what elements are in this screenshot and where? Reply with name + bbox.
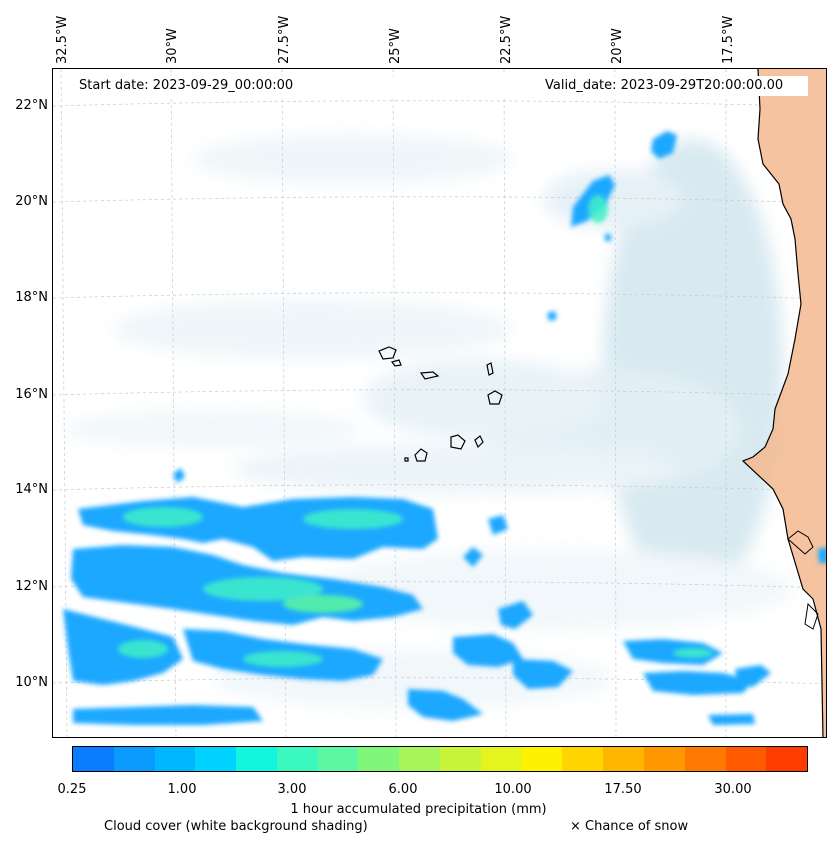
map-canvas <box>53 69 826 737</box>
cape-verde-islands <box>378 346 503 462</box>
lat-label-10n: 10°N <box>15 675 48 690</box>
lon-label-25w: 25°W <box>388 28 403 64</box>
colorbar-tick-4: 10.00 <box>494 782 532 797</box>
precipitation-colorbar <box>72 746 808 772</box>
colorbar-segment-5 <box>276 747 318 771</box>
lat-label-16n: 16°N <box>15 387 48 402</box>
colorbar-tick-5: 17.50 <box>604 782 642 797</box>
colorbar-segment-3 <box>195 747 237 771</box>
lat-label-12n: 12°N <box>15 579 48 594</box>
precipitation-cores <box>118 195 713 667</box>
lon-label-32-5w: 32.5°W <box>55 15 70 64</box>
map-panel[interactable] <box>52 68 827 738</box>
africa-landmass <box>741 69 826 737</box>
lon-label-22-5w: 22.5°W <box>499 15 514 64</box>
colorbar-tick-1: 1.00 <box>167 782 197 797</box>
colorbar-segment-14 <box>643 747 685 771</box>
colorbar-segment-9 <box>440 747 481 771</box>
start-date-label: Start date: 2023-09-29_00:00:00 <box>79 78 294 93</box>
colorbar-segment-4 <box>236 747 277 771</box>
colorbar-label: 1 hour accumulated precipitation (mm) <box>290 802 547 817</box>
lon-label-27-5w: 27.5°W <box>277 15 292 64</box>
valid-date-label: Valid_date: 2023-09-29T20:00:00.00 <box>545 78 784 93</box>
lat-label-14n: 14°N <box>15 482 48 497</box>
cloud-cover-layer <box>63 134 793 709</box>
colorbar-segment-0 <box>73 747 114 771</box>
colorbar-segment-6 <box>317 747 359 771</box>
lon-label-20w: 20°W <box>610 28 625 64</box>
lon-label-17-5w: 17.5°W <box>721 15 736 64</box>
colorbar-segment-16 <box>725 747 767 771</box>
snow-legend: × Chance of snow <box>570 819 689 834</box>
colorbar-segment-13 <box>603 747 644 771</box>
colorbar-segment-12 <box>562 747 604 771</box>
colorbar-tick-0: 0.25 <box>57 782 87 797</box>
lat-label-20n: 20°N <box>15 194 48 209</box>
date-strip <box>70 76 808 96</box>
colorbar-segment-8 <box>399 747 441 771</box>
colorbar-segment-1 <box>113 747 155 771</box>
lat-label-18n: 18°N <box>15 290 48 305</box>
lat-label-22n: 22°N <box>15 98 48 113</box>
colorbar-segment-15 <box>684 747 726 771</box>
colorbar-segment-7 <box>358 747 400 771</box>
colorbar-segment-11 <box>521 747 563 771</box>
colorbar-tick-3: 6.00 <box>388 782 418 797</box>
colorbar-segment-10 <box>480 747 522 771</box>
colorbar-tick-2: 3.00 <box>277 782 307 797</box>
colorbar-segment-17 <box>766 747 808 771</box>
colorbar-tick-6: 30.00 <box>714 782 752 797</box>
cloud-cover-note: Cloud cover (white background shading) <box>104 819 368 834</box>
colorbar-segment-2 <box>154 747 196 771</box>
lon-label-30w: 30°W <box>165 28 180 64</box>
